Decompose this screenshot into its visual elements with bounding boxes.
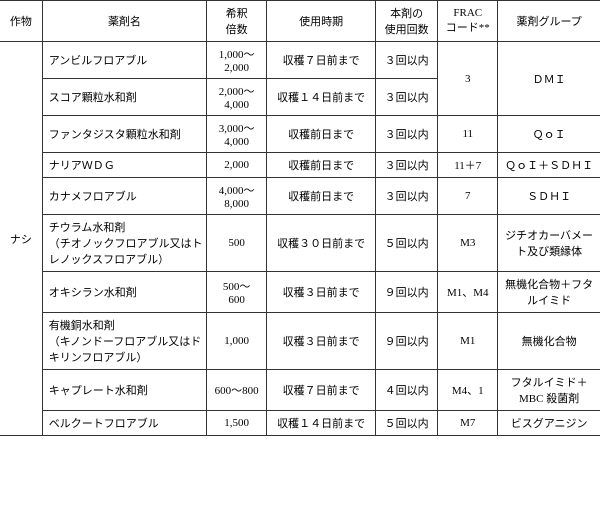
table-row: カナメフロアブル4,000～ 8,000収穫前日まで３回以内7ＳＤＨＩ — [0, 178, 600, 215]
cell: 500 — [207, 215, 267, 272]
header-agent: 薬剤名 — [42, 1, 206, 42]
cell: 収穫７日前まで — [267, 42, 376, 79]
table-row: オキシラン水和剤500～ 600収穫３日前まで９回以内M1、M4無機化合物＋フタ… — [0, 272, 600, 313]
header-group: 薬剤グループ — [498, 1, 600, 42]
cell: 収穫３日前まで — [267, 272, 376, 313]
cell: アンビルフロアブル — [42, 42, 206, 79]
cell: 収穫３日前まで — [267, 313, 376, 370]
cell: オキシラン水和剤 — [42, 272, 206, 313]
cell: M7 — [438, 411, 498, 436]
cell: ナリアＷＤＧ — [42, 153, 206, 178]
cell: 2,000 — [207, 153, 267, 178]
cell: ３回以内 — [376, 42, 438, 79]
header-dilution: 希釈 倍数 — [207, 1, 267, 42]
table-row: ナシアンビルフロアブル1,000～ 2,000収穫７日前まで３回以内3ＤＭＩ — [0, 42, 600, 79]
cell: 有機銅水和剤 （キノンドーフロアブル又はドキリンフロアブル） — [42, 313, 206, 370]
cell: ベルクートフロアブル — [42, 411, 206, 436]
header-timing: 使用時期 — [267, 1, 376, 42]
cell: スコア顆粒水和剤 — [42, 79, 206, 116]
cell: ＤＭＩ — [498, 42, 600, 116]
cell: 1,000～ 2,000 — [207, 42, 267, 79]
cell: フタルイミド＋MBC 殺菌剤 — [498, 370, 600, 411]
cell: M3 — [438, 215, 498, 272]
cell: ５回以内 — [376, 411, 438, 436]
cell: カナメフロアブル — [42, 178, 206, 215]
cell: 収穫１４日前まで — [267, 411, 376, 436]
cell: チウラム水和剤 （チオノックフロアブル又はトレノックスフロアブル） — [42, 215, 206, 272]
cell: 収穫前日まで — [267, 116, 376, 153]
cell: ９回以内 — [376, 272, 438, 313]
cell: 1,000 — [207, 313, 267, 370]
cell: ３回以内 — [376, 153, 438, 178]
cell: キャプレート水和剤 — [42, 370, 206, 411]
cell: 7 — [438, 178, 498, 215]
cell: 4,000～ 8,000 — [207, 178, 267, 215]
cell: 収穫前日まで — [267, 153, 376, 178]
cell: M1、M4 — [438, 272, 498, 313]
cell: 2,000～ 4,000 — [207, 79, 267, 116]
cell: ９回以内 — [376, 313, 438, 370]
table-row: 有機銅水和剤 （キノンドーフロアブル又はドキリンフロアブル）1,000収穫３日前… — [0, 313, 600, 370]
cell: ファンタジスタ顆粒水和剤 — [42, 116, 206, 153]
cell: 600～800 — [207, 370, 267, 411]
header-crop: 作物 — [0, 1, 42, 42]
header-count: 本剤の 使用回数 — [376, 1, 438, 42]
crop-cell: ナシ — [0, 42, 42, 436]
table-row: ファンタジスタ顆粒水和剤3,000～ 4,000収穫前日まで３回以内11ＱｏＩ — [0, 116, 600, 153]
cell: ジチオカーバメート及び類縁体 — [498, 215, 600, 272]
cell: 3,000～ 4,000 — [207, 116, 267, 153]
cell: 無機化合物 — [498, 313, 600, 370]
header-frac: FRAC コード** — [438, 1, 498, 42]
pesticide-table: 作物 薬剤名 希釈 倍数 使用時期 本剤の 使用回数 FRAC コード** 薬剤… — [0, 0, 600, 436]
cell: M1 — [438, 313, 498, 370]
cell: 500～ 600 — [207, 272, 267, 313]
cell: ３回以内 — [376, 178, 438, 215]
cell: 収穫３０日前まで — [267, 215, 376, 272]
cell: ＳＤＨＩ — [498, 178, 600, 215]
cell: ＱｏＩ＋ＳＤＨＩ — [498, 153, 600, 178]
cell: ３回以内 — [376, 116, 438, 153]
cell: 11 — [438, 116, 498, 153]
cell: 収穫１４日前まで — [267, 79, 376, 116]
header-row: 作物 薬剤名 希釈 倍数 使用時期 本剤の 使用回数 FRAC コード** 薬剤… — [0, 1, 600, 42]
cell: ＱｏＩ — [498, 116, 600, 153]
cell: 1,500 — [207, 411, 267, 436]
cell: 収穫前日まで — [267, 178, 376, 215]
cell: 無機化合物＋フタルイミド — [498, 272, 600, 313]
table-row: キャプレート水和剤600～800収穫７日前まで４回以内M4、1フタルイミド＋MB… — [0, 370, 600, 411]
table-row: ベルクートフロアブル1,500収穫１４日前まで５回以内M7ビスグアニジン — [0, 411, 600, 436]
cell: ４回以内 — [376, 370, 438, 411]
cell: 11＋7 — [438, 153, 498, 178]
cell: ５回以内 — [376, 215, 438, 272]
cell: ３回以内 — [376, 79, 438, 116]
cell: M4、1 — [438, 370, 498, 411]
table-row: ナリアＷＤＧ2,000収穫前日まで３回以内11＋7ＱｏＩ＋ＳＤＨＩ — [0, 153, 600, 178]
cell: 3 — [438, 42, 498, 116]
table-body: ナシアンビルフロアブル1,000～ 2,000収穫７日前まで３回以内3ＤＭＩスコ… — [0, 42, 600, 436]
cell: ビスグアニジン — [498, 411, 600, 436]
cell: 収穫７日前まで — [267, 370, 376, 411]
table-row: チウラム水和剤 （チオノックフロアブル又はトレノックスフロアブル）500収穫３０… — [0, 215, 600, 272]
